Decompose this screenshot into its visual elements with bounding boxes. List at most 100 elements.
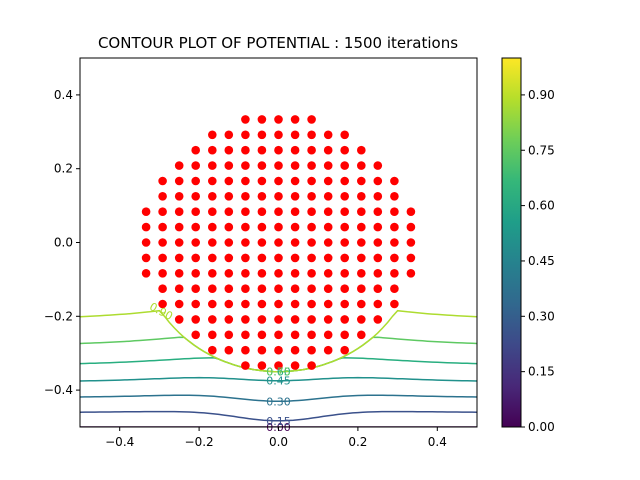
x-tick-label: −0.4 xyxy=(105,435,134,449)
electrode-point xyxy=(257,284,267,294)
electrode-point xyxy=(323,145,333,155)
electrode-point xyxy=(141,238,151,247)
electrode-point xyxy=(357,176,366,186)
electrode-point xyxy=(208,345,217,355)
electrode-point xyxy=(158,222,167,232)
electrode-point xyxy=(224,238,234,247)
electrode-point xyxy=(191,192,200,201)
electrode-point xyxy=(323,238,333,247)
electrode-point xyxy=(323,222,333,232)
x-tick-label: 0.2 xyxy=(348,435,367,449)
contour-label: 0.15 xyxy=(266,415,291,428)
electrode-point xyxy=(290,315,300,324)
electrode-point xyxy=(191,284,200,294)
contour-lines xyxy=(80,309,477,427)
electrode-point xyxy=(290,222,300,232)
y-tick-label: −0.4 xyxy=(44,383,73,397)
electrode-point xyxy=(340,222,350,232)
electrode-point xyxy=(290,161,300,170)
contour-line xyxy=(80,376,477,382)
electrode-point xyxy=(257,130,267,140)
electrode-point xyxy=(357,330,366,340)
electrode-point xyxy=(307,299,316,309)
electrode-point xyxy=(224,207,234,216)
colorbar-tick-label: 0.75 xyxy=(528,143,555,157)
electrode-point xyxy=(357,207,366,216)
electrode-point xyxy=(323,284,333,294)
electrode-point xyxy=(158,253,167,263)
electrode-point xyxy=(390,269,399,278)
electrode-point xyxy=(208,222,217,232)
electrode-point xyxy=(274,269,283,278)
electrode-point xyxy=(307,269,316,278)
electrode-point xyxy=(208,192,217,201)
electrode-point xyxy=(241,269,250,278)
electrode-point xyxy=(323,315,333,324)
electrode-point xyxy=(323,176,333,186)
electrode-point xyxy=(406,222,416,232)
electrode-point xyxy=(323,130,333,140)
electrode-point xyxy=(224,176,234,186)
colorbar-tick-label: 0.90 xyxy=(528,88,555,102)
electrode-point xyxy=(191,207,200,216)
contour-label: 0.75 xyxy=(266,366,291,379)
electrode-point xyxy=(340,315,350,324)
electrode-point xyxy=(290,176,300,186)
electrode-point xyxy=(191,330,200,340)
electrode-point xyxy=(373,207,383,216)
electrode-point xyxy=(323,345,333,355)
electrode-point xyxy=(390,207,399,216)
electrode-point xyxy=(340,284,350,294)
electrode-point xyxy=(340,207,350,216)
electrode-point xyxy=(208,253,217,263)
electrode-point xyxy=(340,145,350,155)
y-tick-label: 0.4 xyxy=(54,88,73,102)
electrode-point xyxy=(224,299,234,309)
electrode-point xyxy=(158,192,167,201)
electrode-point xyxy=(174,299,184,309)
electrode-point xyxy=(274,253,283,263)
electrode-point xyxy=(290,253,300,263)
electrode-point xyxy=(174,315,184,324)
electrode-point xyxy=(340,130,350,140)
electrode-point xyxy=(357,315,366,324)
electrode-point xyxy=(307,253,316,263)
electrode-point xyxy=(241,115,250,124)
electrode-point xyxy=(390,192,399,201)
electrode-point xyxy=(224,284,234,294)
electrode-point xyxy=(357,253,366,263)
contour-label: 0.60 xyxy=(266,366,291,379)
electrode-point xyxy=(357,284,366,294)
electrode-point xyxy=(224,161,234,170)
electrode-point xyxy=(241,207,250,216)
electrode-point xyxy=(241,253,250,263)
electrode-point xyxy=(290,361,300,370)
electrode-point xyxy=(290,238,300,247)
electrode-point xyxy=(208,207,217,216)
electrode-point xyxy=(224,222,234,232)
electrode-point xyxy=(241,361,250,370)
electrode-point xyxy=(307,145,316,155)
electrode-point xyxy=(323,161,333,170)
electrode-point xyxy=(191,253,200,263)
electrode-point xyxy=(390,284,399,294)
colorbar-tick-label: 0.30 xyxy=(528,309,555,323)
electrode-point xyxy=(257,222,267,232)
electrode-point xyxy=(340,161,350,170)
y-tick-label: −0.2 xyxy=(44,309,73,323)
contour-label: 0.45 xyxy=(266,375,291,388)
electrode-point xyxy=(257,253,267,263)
electrode-point xyxy=(340,253,350,263)
electrode-point xyxy=(323,253,333,263)
electrode-point xyxy=(224,130,234,140)
electrode-point xyxy=(208,176,217,186)
electrode-point xyxy=(290,345,300,355)
electrode-point xyxy=(373,192,383,201)
electrode-point xyxy=(274,238,283,247)
electrode-point xyxy=(158,284,167,294)
electrode-point xyxy=(191,315,200,324)
electrode-point xyxy=(290,269,300,278)
electrode-point xyxy=(290,145,300,155)
electrode-point xyxy=(274,115,283,124)
